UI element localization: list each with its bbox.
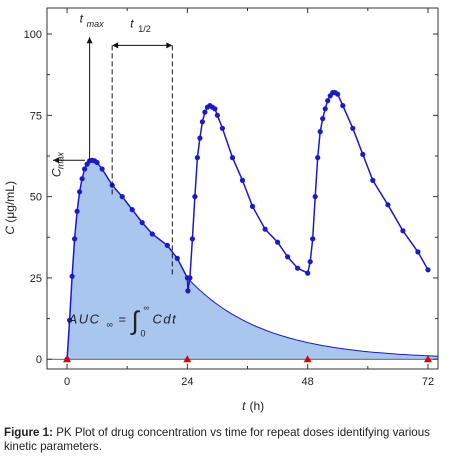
data-point bbox=[199, 119, 205, 125]
data-point bbox=[99, 166, 105, 172]
y-axis-title-var: C bbox=[3, 226, 17, 235]
x-tick-label: 24 bbox=[181, 376, 193, 388]
data-point bbox=[214, 112, 220, 118]
data-point bbox=[189, 236, 195, 242]
y-tick-label: 50 bbox=[30, 192, 42, 204]
x-axis-title-unit: (h) bbox=[250, 399, 265, 413]
y-tick-label: 75 bbox=[30, 110, 42, 122]
thalf-label: t bbox=[130, 17, 134, 31]
auc-subscript: ∞ bbox=[107, 319, 113, 329]
dose-marker bbox=[303, 355, 312, 363]
data-point bbox=[212, 106, 218, 112]
data-points bbox=[64, 90, 431, 362]
data-point bbox=[79, 176, 85, 182]
y-axis-title: C (μg/mL) bbox=[3, 181, 17, 235]
data-point bbox=[174, 255, 180, 261]
data-point bbox=[370, 177, 376, 183]
data-point bbox=[139, 220, 145, 226]
plot-frame bbox=[46, 7, 439, 370]
thalf-subscript: 1/2 bbox=[138, 24, 151, 34]
integral-sign: ∫ bbox=[130, 305, 141, 335]
cmax-subscript: max bbox=[56, 152, 66, 170]
data-point bbox=[385, 202, 391, 208]
data-point bbox=[360, 151, 366, 157]
auc-equals: = bbox=[119, 311, 127, 326]
data-point bbox=[229, 155, 236, 161]
data-point bbox=[335, 91, 341, 97]
data-point bbox=[219, 125, 225, 131]
data-point bbox=[415, 249, 421, 255]
data-point bbox=[129, 207, 135, 213]
data-point bbox=[194, 155, 200, 161]
data-point bbox=[185, 288, 191, 294]
data-point bbox=[192, 194, 198, 200]
thalf-arrow-left bbox=[112, 42, 119, 49]
y-tick-label: 25 bbox=[30, 273, 42, 285]
data-point bbox=[94, 159, 100, 166]
data-point bbox=[69, 273, 75, 279]
y-axis-title-group: C (μg/mL) bbox=[3, 181, 17, 235]
data-point bbox=[149, 231, 155, 237]
cmax-arrowhead bbox=[53, 157, 60, 164]
data-point bbox=[295, 265, 301, 271]
data-point bbox=[350, 125, 356, 131]
integral-upper: ∞ bbox=[144, 303, 150, 312]
data-point bbox=[197, 135, 203, 141]
y-tick-label: 100 bbox=[24, 29, 42, 41]
data-point bbox=[340, 103, 346, 109]
data-point bbox=[164, 242, 170, 248]
data-point bbox=[307, 259, 313, 265]
x-tick-label: 48 bbox=[302, 376, 314, 388]
data-point bbox=[249, 203, 256, 209]
dose-marker bbox=[63, 355, 72, 363]
caption-text: PK Plot of drug concentration vs time fo… bbox=[4, 426, 430, 453]
axis-ticks: 0 25 50 75 100 0 24 48 72 bbox=[24, 8, 438, 388]
x-tick-label: 72 bbox=[422, 376, 434, 388]
data-point bbox=[74, 208, 80, 214]
data-point bbox=[72, 236, 78, 242]
data-point bbox=[315, 155, 321, 161]
x-axis-title: t (h) bbox=[242, 399, 264, 413]
data-point bbox=[202, 109, 208, 115]
dose-markers bbox=[63, 355, 432, 363]
data-point bbox=[305, 270, 311, 276]
integrand: Cdt bbox=[153, 311, 178, 326]
data-point bbox=[67, 317, 73, 323]
tmax-subscript: max bbox=[87, 19, 105, 29]
data-point bbox=[400, 228, 406, 234]
data-point bbox=[275, 239, 281, 245]
data-point bbox=[262, 226, 268, 232]
data-point bbox=[285, 254, 291, 260]
cmax-text: C bbox=[50, 168, 64, 177]
x-tick-label: 0 bbox=[64, 376, 70, 388]
data-point bbox=[82, 166, 88, 172]
tmax-arrowhead bbox=[86, 37, 93, 44]
data-point bbox=[77, 189, 83, 195]
figure-caption: Figure 1: PK Plot of drug concentration … bbox=[4, 426, 456, 454]
auc-label: AUC bbox=[68, 311, 101, 326]
data-point bbox=[239, 177, 246, 183]
thalf-arrow-right bbox=[166, 42, 173, 49]
data-point bbox=[322, 106, 328, 112]
data-point bbox=[312, 194, 318, 200]
tmax-label: t bbox=[80, 12, 84, 26]
dose-marker bbox=[423, 355, 432, 363]
auc-decay-curve bbox=[187, 277, 439, 357]
data-point bbox=[310, 236, 316, 242]
caption-label: Figure 1: bbox=[4, 426, 53, 439]
data-point bbox=[320, 116, 326, 122]
integral-lower: 0 bbox=[141, 328, 146, 338]
x-axis-title-var: t bbox=[242, 399, 246, 413]
data-point bbox=[119, 194, 125, 200]
y-axis-title-unit: (μg/mL) bbox=[3, 181, 17, 223]
data-point bbox=[325, 98, 331, 104]
dose-marker bbox=[183, 355, 192, 363]
data-point bbox=[317, 129, 323, 135]
data-point bbox=[425, 267, 431, 273]
auc-area bbox=[67, 160, 439, 360]
y-tick-label: 0 bbox=[36, 354, 42, 366]
